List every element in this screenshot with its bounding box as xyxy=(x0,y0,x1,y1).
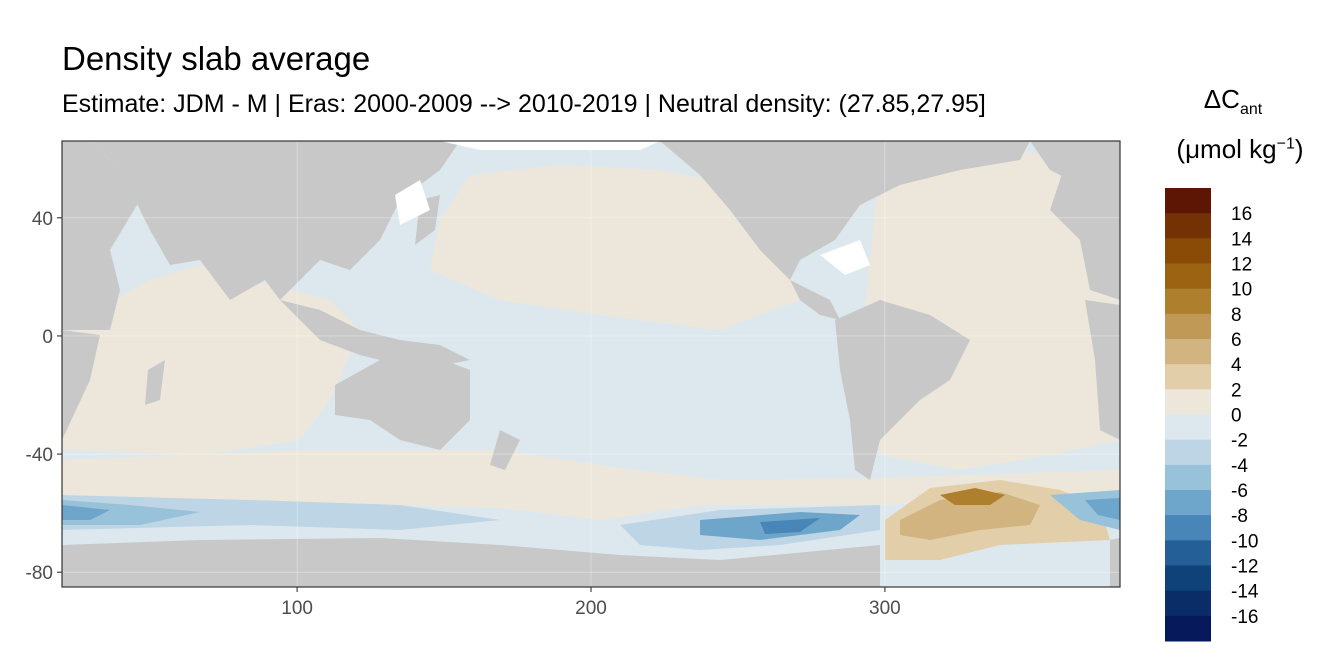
legend-level-label: 2 xyxy=(1231,380,1242,401)
southern-negative-band-indian xyxy=(62,495,500,530)
legend-color-step xyxy=(1165,313,1211,340)
legend-color-step xyxy=(1165,213,1211,239)
land-madagascar xyxy=(145,360,165,405)
legend-level-label: 16 xyxy=(1231,204,1252,225)
no-data-okhotsk xyxy=(395,180,430,225)
land-europe-right xyxy=(1050,141,1120,300)
legend-color-step xyxy=(1165,188,1211,214)
legend-title-subscript: ant xyxy=(1239,101,1263,119)
legend-level-label: 12 xyxy=(1231,255,1252,276)
legend-color-step xyxy=(1165,263,1211,290)
legend-color-step xyxy=(1165,439,1211,466)
legend-level-label: -4 xyxy=(1231,456,1248,477)
land-australia xyxy=(335,355,470,450)
x-tick-label: 100 xyxy=(281,598,313,619)
weddell-positive-core xyxy=(900,492,1040,540)
legend-color-step xyxy=(1165,590,1211,617)
y-tick-label: -40 xyxy=(26,445,53,466)
legend-title: ΔCant xyxy=(1168,84,1298,119)
legend-color-step xyxy=(1165,540,1211,566)
legend-unit: (μmol kg−1) xyxy=(1150,134,1330,165)
legend-color-step xyxy=(1165,615,1211,642)
legend-color-step xyxy=(1165,490,1211,516)
no-data-regions xyxy=(395,141,870,275)
legend-unit-close: ) xyxy=(1294,134,1304,164)
no-data-arctic xyxy=(440,141,660,150)
land-masses xyxy=(62,141,1120,587)
legend-title-main: ΔC xyxy=(1203,84,1240,114)
y-tick-label: 40 xyxy=(32,209,53,230)
legend-level-label: 10 xyxy=(1231,280,1252,301)
legend-color-step xyxy=(1165,515,1211,541)
indian-negative-peak xyxy=(62,505,110,520)
legend-unit-main: (μmol kg xyxy=(1176,134,1277,164)
legend-level-label: -2 xyxy=(1231,431,1248,452)
ross-negative-peak xyxy=(760,518,820,534)
legend-level-label: -10 xyxy=(1231,531,1258,552)
chart-subtitle: Estimate: JDM - M | Eras: 2000-2009 --> … xyxy=(62,90,986,118)
legend-unit-exponent: −1 xyxy=(1276,135,1295,153)
legend-color-step xyxy=(1165,288,1211,315)
legend-level-label: 6 xyxy=(1231,330,1242,351)
land-africa-south xyxy=(62,330,100,440)
land-indonesia xyxy=(280,300,470,370)
land-north-america xyxy=(660,141,1030,280)
weddell-east-negative-core xyxy=(1085,498,1120,520)
legend-color-step xyxy=(1165,464,1211,491)
legend-color-step xyxy=(1165,339,1211,365)
legend-color-step xyxy=(1165,414,1211,441)
legend-level-label: 14 xyxy=(1231,229,1253,250)
legend-level-label: 4 xyxy=(1231,355,1242,376)
x-tick-label: 200 xyxy=(575,598,607,619)
legend-level-label: -16 xyxy=(1231,607,1258,628)
legend-color-step xyxy=(1165,389,1211,415)
map-panel xyxy=(62,141,1120,587)
legend-level-label: 8 xyxy=(1231,305,1242,326)
legend-level-label: -6 xyxy=(1231,481,1248,502)
north-pacific-positive-field xyxy=(430,165,800,330)
y-tick-label: 0 xyxy=(42,327,53,348)
legend-color-step xyxy=(1165,565,1211,592)
legend-level-label: -8 xyxy=(1231,506,1248,527)
land-south-america xyxy=(835,300,970,480)
land-africa-right xyxy=(1085,300,1120,440)
y-tick-label: -80 xyxy=(26,563,53,584)
land-central-america xyxy=(790,280,840,320)
x-tick-label: 300 xyxy=(869,598,901,619)
land-new-zealand xyxy=(490,430,520,470)
legend-color-step xyxy=(1165,364,1211,390)
land-antarctica-east xyxy=(1110,538,1120,587)
legend-level-label: -12 xyxy=(1231,557,1258,578)
land-antarctica xyxy=(62,538,880,587)
land-eurasia xyxy=(90,141,460,300)
no-data-gulf xyxy=(820,240,870,275)
legend-color-step xyxy=(1165,238,1211,264)
legend-level-label: -14 xyxy=(1231,582,1259,603)
indian-positive-field xyxy=(62,265,360,455)
legend-level-label: 0 xyxy=(1231,406,1242,427)
color-legend: 16 14 12 10 8 6 4 2 0 -2 -4 -6 -8 -10 -12 -14 -16 xyxy=(1165,188,1259,642)
chart-title: Density slab average xyxy=(62,40,371,77)
weddell-positive-peak xyxy=(940,488,1005,505)
indian-negative-core xyxy=(62,500,200,525)
land-africa xyxy=(62,141,140,330)
grid-lines xyxy=(62,141,1120,587)
